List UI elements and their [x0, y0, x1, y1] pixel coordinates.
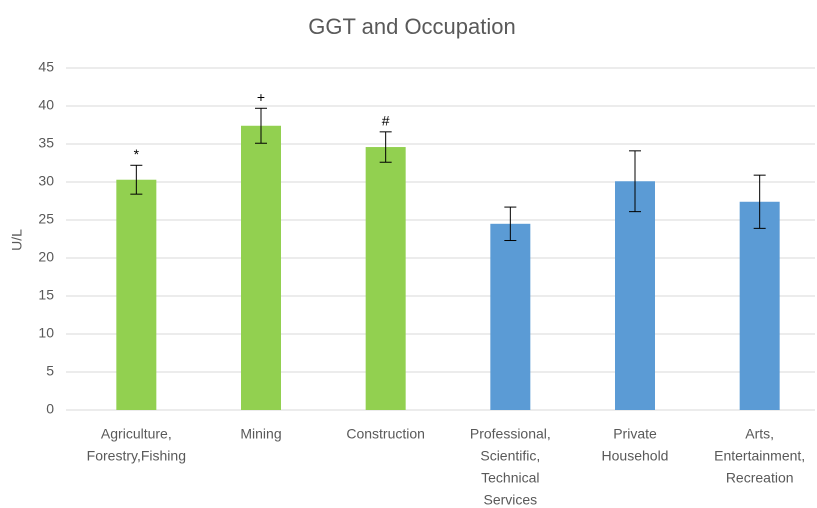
bar: [615, 181, 655, 410]
x-tick-label: Arts,: [745, 426, 774, 442]
y-axis-label: U/L: [9, 229, 25, 251]
y-tick-label: 10: [38, 325, 54, 341]
bar: [116, 179, 157, 410]
x-tick-label: Recreation: [726, 470, 794, 486]
x-tick-label: Agriculture,: [101, 426, 172, 442]
y-tick-label: 30: [38, 173, 54, 189]
x-tick-label: Forestry,Fishing: [87, 448, 186, 464]
x-tick-label: Mining: [240, 426, 281, 442]
y-tick-label: 0: [46, 401, 54, 417]
y-tick-label: 15: [38, 287, 54, 303]
error-bar: [255, 107, 267, 144]
y-tick-label: 5: [46, 363, 54, 379]
annotation: *: [134, 146, 140, 162]
x-tick-label: Professional,: [470, 426, 551, 442]
chart-title: GGT and Occupation: [308, 14, 516, 39]
annotation: #: [382, 113, 390, 129]
x-tick-label: Private: [613, 426, 657, 442]
annotation: +: [257, 89, 265, 105]
x-tick-label: Technical: [481, 470, 539, 486]
bar: [241, 125, 281, 410]
bar: [490, 223, 531, 410]
x-tick-label: Scientific,: [480, 448, 540, 464]
error-bar: [130, 164, 143, 195]
x-tick-label: Construction: [346, 426, 425, 442]
y-tick-label: 20: [38, 249, 54, 265]
error-bar: [379, 131, 392, 163]
bar: [739, 201, 780, 410]
error-bar: [504, 206, 517, 242]
error-bar: [753, 174, 766, 229]
error-bar: [629, 150, 641, 213]
bar: [365, 147, 406, 411]
x-tick-label: Services: [483, 492, 537, 508]
y-tick-label: 25: [38, 211, 54, 227]
y-tick-label: 35: [38, 135, 54, 151]
x-tick-label: Entertainment,: [714, 448, 805, 464]
x-tick-label: Household: [602, 448, 669, 464]
y-tick-label: 40: [38, 97, 54, 113]
y-tick-label: 45: [38, 59, 54, 75]
